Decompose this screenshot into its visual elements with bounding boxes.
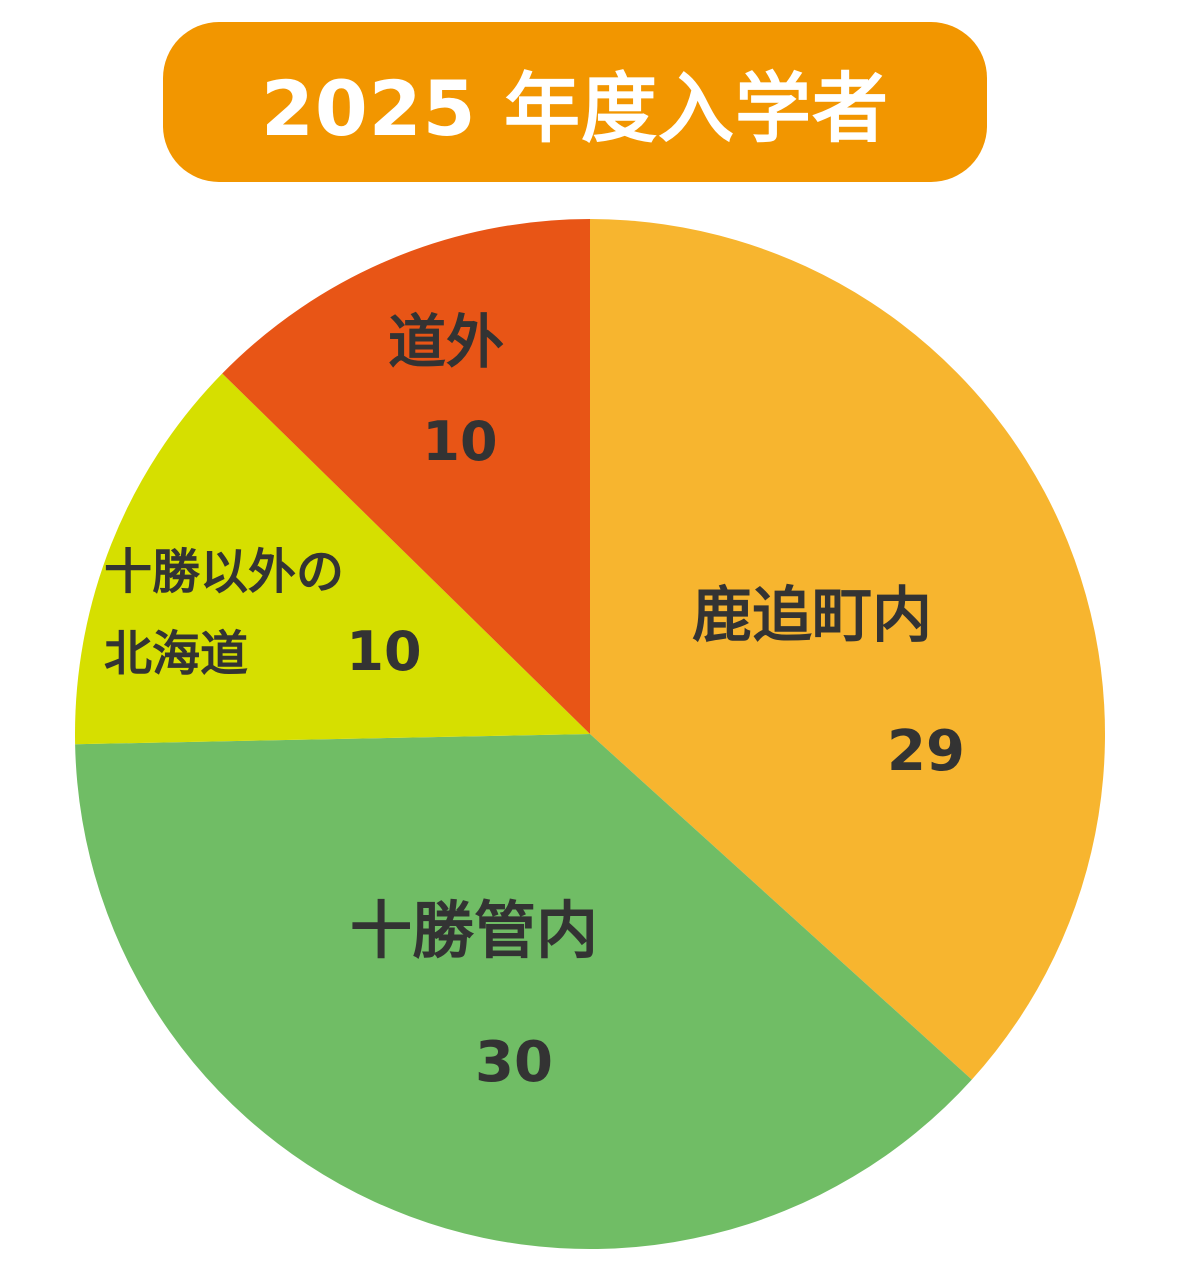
slice-label-hokkaido-line2: 北海道 [104, 626, 248, 682]
pie-slice-hokkaido [75, 373, 590, 745]
slice-label-kamishihoro: 鹿追町内 [692, 581, 932, 651]
slice-value-tokachi: 30 [475, 1030, 553, 1095]
slice-value-outside-hokkaido: 10 [422, 410, 497, 473]
slice-value-kamishihoro: 29 [887, 719, 965, 784]
slice-label-hokkaido-line1: 十勝以外の [104, 544, 344, 600]
chart-title-banner: 2025 年度入学者 [163, 22, 987, 182]
slice-label-tokachi: 十勝管内 [350, 894, 598, 967]
pie-slice-kamishihoro [590, 219, 1106, 1080]
slice-value-hokkaido: 10 [346, 620, 421, 683]
pie-slice-outside-hokkaido [222, 219, 590, 734]
chart-title: 2025 年度入学者 [261, 64, 889, 153]
slice-label-outside-hokkaido: 道外 [388, 308, 504, 376]
pie-slice-tokachi [75, 734, 972, 1249]
pie-slices [75, 219, 1106, 1249]
